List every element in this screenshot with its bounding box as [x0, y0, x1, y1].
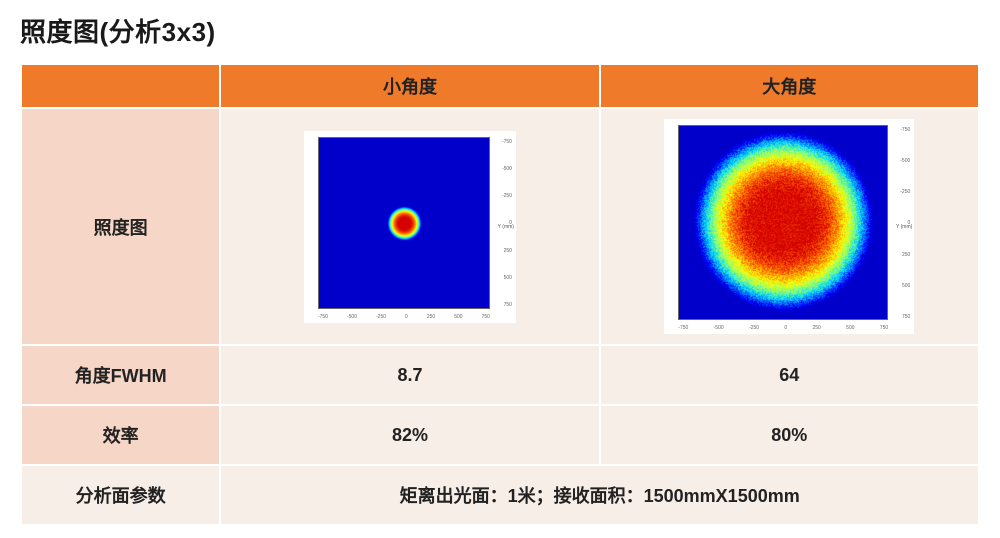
plot-wrap-small: -750-500-2500250500750 -750-500-25002505…: [304, 131, 516, 323]
table-header-row: 小角度 大角度: [21, 64, 979, 108]
heatmap-large: [678, 125, 888, 320]
cell-eff-small: 82%: [220, 405, 599, 465]
page-title: 照度图(分析3x3): [20, 12, 980, 49]
row-label-heatmap: 照度图: [21, 108, 220, 345]
y-axis-label-large: Y (mm): [896, 224, 912, 230]
row-label-fwhm: 角度FWHM: [21, 345, 220, 405]
x-axis-ticks-small: -750-500-2500250500750: [318, 314, 490, 320]
cell-params-value: 矩离出光面：1米；接收面积：1500mmX1500mm: [220, 465, 979, 525]
row-params: 分析面参数 矩离出光面：1米；接收面积：1500mmX1500mm: [21, 465, 979, 525]
cell-heatmap-small: -750-500-2500250500750 -750-500-25002505…: [220, 108, 599, 345]
header-blank: [21, 64, 220, 108]
x-axis-ticks-large: -750-500-2500250500750: [678, 325, 888, 331]
cell-fwhm-small: 8.7: [220, 345, 599, 405]
plot-wrap-large: -750-500-2500250500750 -750-500-25002505…: [664, 119, 914, 334]
cell-fwhm-large: 64: [600, 345, 979, 405]
cell-heatmap-large: -750-500-2500250500750 -750-500-25002505…: [600, 108, 979, 345]
heatmap-small: [318, 137, 490, 309]
header-col-small: 小角度: [220, 64, 599, 108]
row-heatmaps: 照度图 -750-500-2500250500750 -750-500-2500…: [21, 108, 979, 345]
row-label-eff: 效率: [21, 405, 220, 465]
analysis-table: 小角度 大角度 照度图 -750-500-2500250500750 -750-…: [20, 63, 980, 526]
cell-eff-large: 80%: [600, 405, 979, 465]
row-label-params: 分析面参数: [21, 465, 220, 525]
row-efficiency: 效率 82% 80%: [21, 405, 979, 465]
header-col-large: 大角度: [600, 64, 979, 108]
y-axis-label-small: Y (mm): [498, 224, 514, 230]
row-fwhm: 角度FWHM 8.7 64: [21, 345, 979, 405]
